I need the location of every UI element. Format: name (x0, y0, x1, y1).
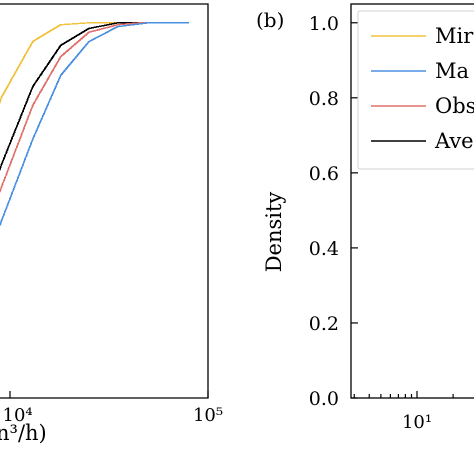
panel-b-x-tick-label-0: 10¹ (402, 412, 432, 433)
panel-a: ×10⁴ 10⁵ n³/h) (0, 3, 223, 445)
legend-label-0: Mir (435, 24, 474, 48)
panel-b-y-tick-label-2: 0.4 (309, 238, 339, 260)
panel-a-x-tick-label-1: 10⁵ (193, 405, 223, 426)
panel-a-series-line-2 (0, 22, 189, 194)
panel-b-legend-box (357, 10, 474, 170)
panel-b-label: (b) (256, 8, 284, 32)
panel-b-y-tick-label-5: 1.0 (309, 13, 339, 35)
panel-a-series-group (0, 22, 189, 228)
panel-a-x-axis-label: n³/h) (0, 421, 47, 445)
panel-a-x-tick-label-0: ×10⁴ (0, 405, 33, 426)
panel-a-series-line-3 (0, 22, 189, 228)
panel-b: (b) Density 0.0 0.2 0.4 0.6 0.8 1.0 10¹ Mir Ma O… (256, 3, 474, 433)
panel-b-y-tick-label-3: 0.6 (309, 163, 339, 185)
legend-label-2: Obs (435, 94, 474, 118)
panel-a-axes-frame (0, 3, 209, 399)
panel-b-y-tick-label-0: 0.0 (309, 388, 339, 410)
panel-a-series-line-0 (0, 22, 189, 105)
panel-b-y-axis-label: Density (262, 192, 286, 273)
panel-b-ticks: 0.0 0.2 0.4 0.6 0.8 1.0 10¹ (309, 13, 454, 433)
panel-a-ticks: ×10⁴ 10⁵ (0, 391, 223, 426)
panel-b-y-tick-label-1: 0.2 (309, 313, 339, 335)
panel-a-series-line-1 (0, 22, 189, 172)
legend-label-1: Ma (435, 59, 469, 83)
panel-b-y-tick-label-4: 0.8 (309, 88, 339, 110)
panel-b-legend: Mir Ma Obs Ave (357, 10, 474, 170)
panel-b-axes-frame (350, 3, 474, 399)
legend-label-3: Ave (434, 129, 474, 153)
